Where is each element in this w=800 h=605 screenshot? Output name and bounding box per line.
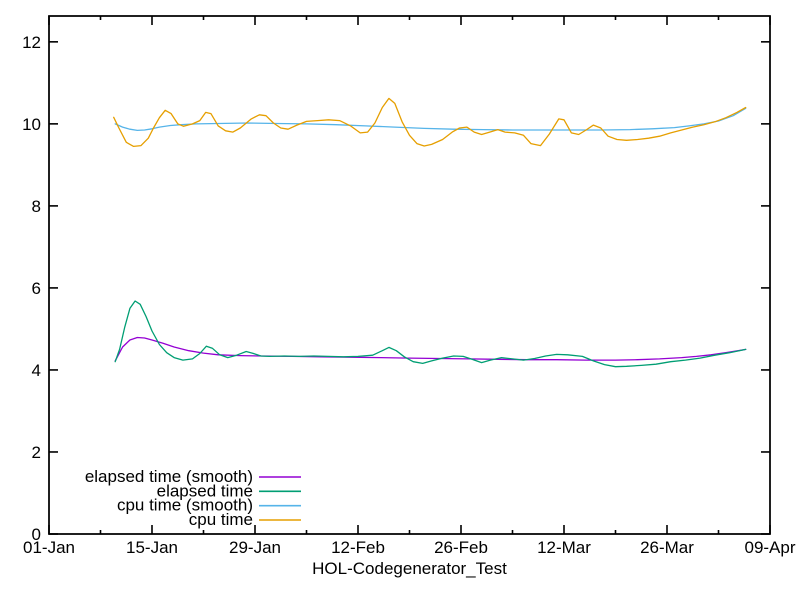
x-tick-label: 26-Mar <box>640 538 694 557</box>
plot-border <box>48 15 771 535</box>
series-cpu-time <box>113 97 747 148</box>
x-tick-label: 09-Apr <box>744 538 795 557</box>
series-cpu-time-smooth <box>114 107 747 132</box>
x-tick-label: 15-Jan <box>126 538 178 557</box>
x-axis-title: HOL-Codegenerator_Test <box>312 559 507 578</box>
x-tick-label: 12-Feb <box>331 538 385 557</box>
y-tick-label: 6 <box>32 279 41 298</box>
x-tick-label: 12-Mar <box>537 538 591 557</box>
y-tick-label: 10 <box>22 115 41 134</box>
x-tick-label: 29-Jan <box>229 538 281 557</box>
series-elapsed-time <box>114 300 747 368</box>
y-tick-label: 8 <box>32 197 41 216</box>
x-tick-label: 01-Jan <box>23 538 75 557</box>
legend-label: cpu time <box>189 510 253 529</box>
y-tick-label: 2 <box>32 443 41 462</box>
y-tick-label: 12 <box>22 33 41 52</box>
x-tick-label: 26-Feb <box>434 538 488 557</box>
y-tick-label: 0 <box>32 525 41 544</box>
legend-label: elapsed time (smooth) <box>85 467 253 486</box>
legend-label: elapsed time <box>157 481 253 500</box>
series-elapsed-time-smooth <box>114 336 747 362</box>
y-tick-label: 4 <box>32 361 41 380</box>
legend-label: cpu time (smooth) <box>117 496 253 515</box>
